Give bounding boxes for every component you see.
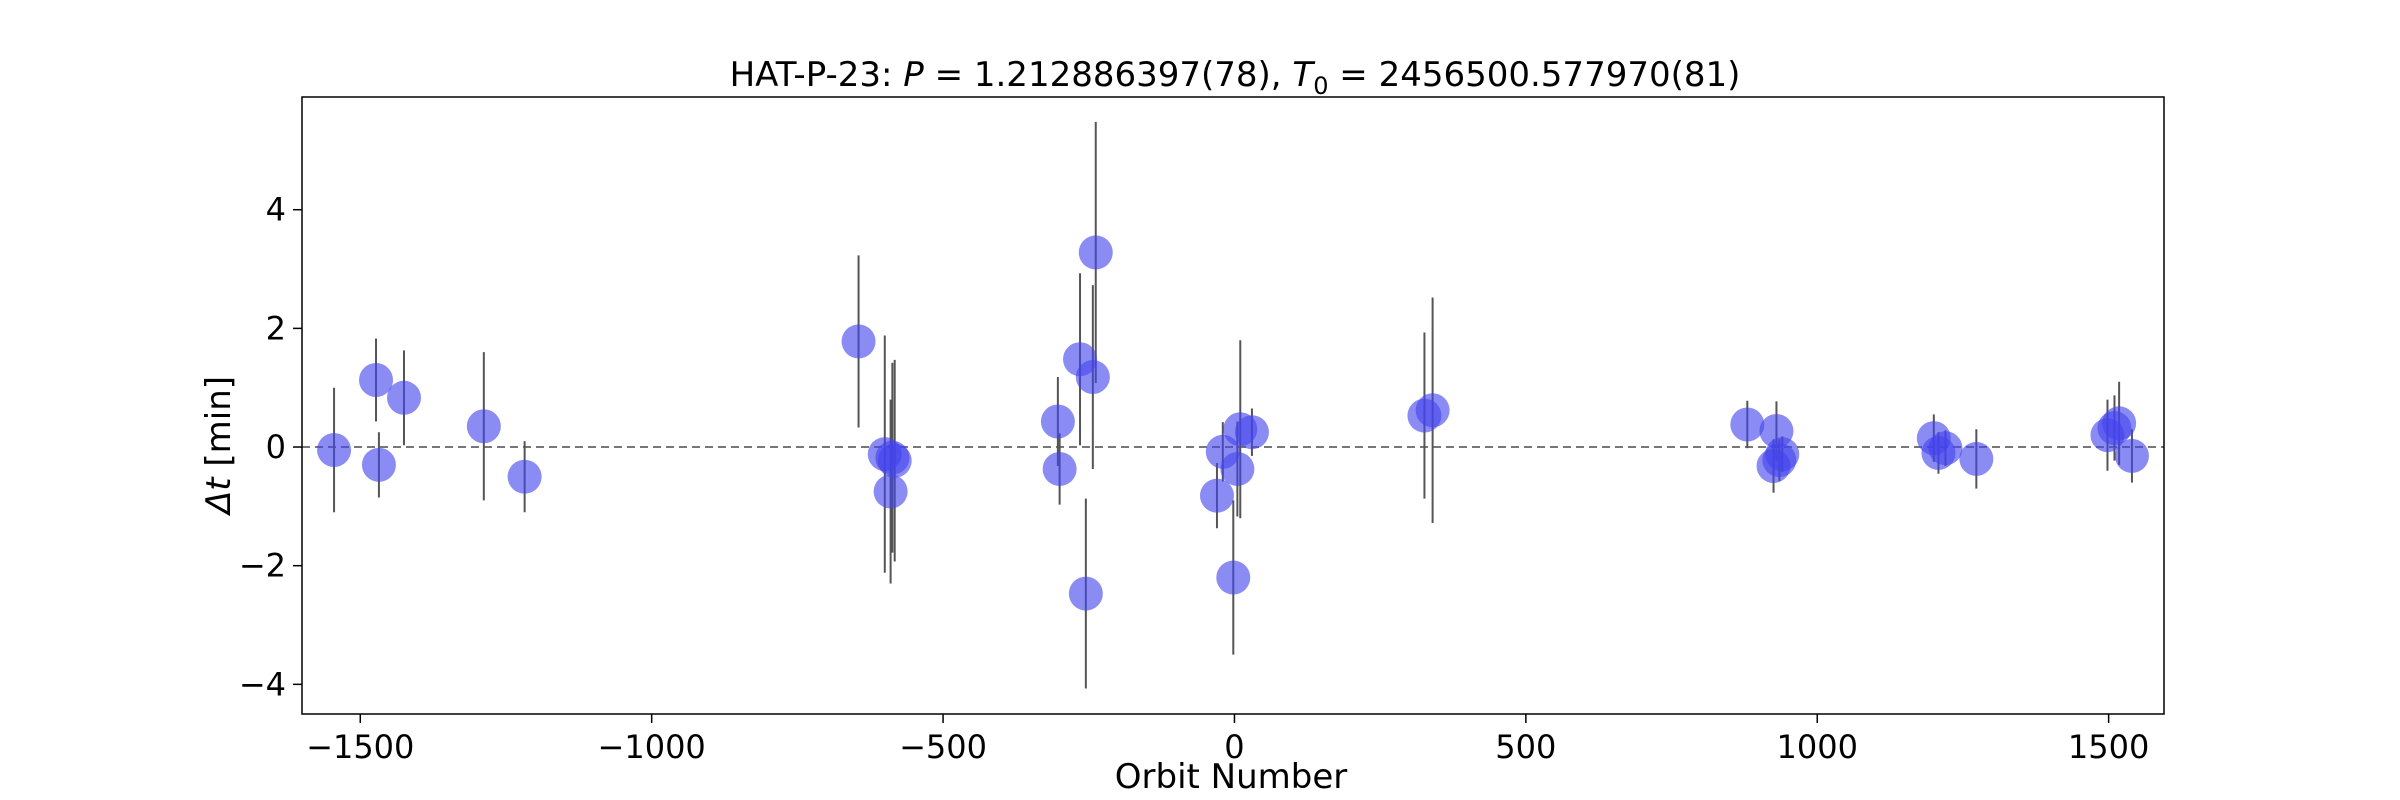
x-tick-label: 1500 [2068,728,2149,766]
data-point [1075,360,1110,395]
plot-frame [301,96,2165,715]
y-tick-label: −4 [239,665,286,703]
data-point [1220,451,1255,486]
data-point [1199,478,1234,513]
data-point [2114,438,2149,473]
data-point [841,324,876,359]
data-point [2102,406,2137,441]
x-tick-label: 500 [1495,728,1556,766]
data-point [1234,415,1269,450]
y-tick-label: 2 [266,309,286,347]
data-point [1040,404,1075,439]
x-tick-label: −500 [899,728,987,766]
chart-title: HAT-P-23: P = 1.212886397(78), T0 = 2456… [730,55,1741,100]
data-point [361,447,396,482]
y-tick-label: −2 [239,547,286,585]
x-tick-label: 0 [1224,728,1244,766]
data-point [1765,437,1800,472]
x-tick-label: −1500 [306,728,414,766]
y-axis-label: Δt [min] [199,376,239,517]
y-tick-label: 0 [266,428,286,466]
data-point [1068,576,1103,611]
plot-area: −1500 −1000 −500 0 500 1000 1500 −4 −2 0 2 4 [239,96,2165,766]
x-tick-label: −1000 [598,728,706,766]
data-point [1928,431,1963,466]
data-point [873,474,908,509]
data-point [1078,235,1113,270]
x-axis-label: Orbit Number [1115,757,1348,797]
data-point [1730,407,1765,442]
data-point [1415,393,1450,428]
data-point [1042,451,1077,486]
data-point [359,362,394,397]
data-point [1959,441,1994,476]
data-point [1216,560,1251,595]
data-point [507,459,542,494]
data-point [466,409,501,444]
data-point [386,380,421,415]
x-tick-label: 1000 [1777,728,1858,766]
y-tick-label: 4 [266,191,286,229]
data-point [317,432,352,467]
data-point [877,443,912,478]
